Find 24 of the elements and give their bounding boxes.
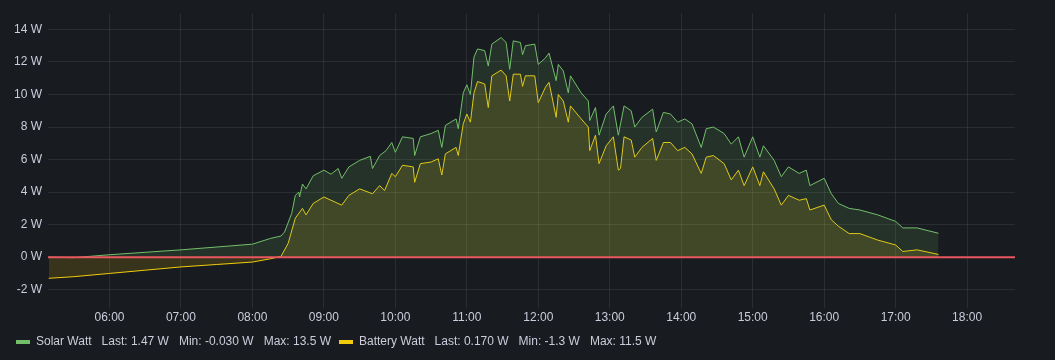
x-tick-label: 09:00 (308, 310, 340, 325)
x-tick-label: 15:00 (737, 310, 769, 325)
y-tick-label: 12 W (13, 54, 43, 69)
x-tick-label: 17:00 (880, 310, 911, 325)
y-tick-label: 8 W (20, 119, 43, 134)
x-tick-label: 18:00 (952, 310, 983, 325)
y-tick-label: 6 W (20, 151, 43, 166)
y-tick-label: 0 W (20, 249, 43, 264)
legend-label: Solar Watt Last: 1.47 W Min: -0.030 W Max: 13.5 W (36, 334, 332, 349)
x-tick-label: 14:00 (666, 310, 697, 325)
y-tick-label: 2 W (20, 216, 43, 231)
y-tick-label: 10 W (13, 86, 43, 101)
legend-label: Battery Watt Last: 0.170 W Min: -1.3 W Max: 11.5 W (358, 334, 658, 349)
x-tick-label: 07:00 (165, 310, 197, 325)
y-tick-label: 4 W (20, 184, 43, 199)
y-tick-label: -2 W (16, 282, 43, 297)
x-tick-label: 10:00 (380, 310, 411, 325)
x-tick-label: 08:00 (237, 310, 268, 325)
x-tick-label: 16:00 (809, 310, 840, 325)
x-tick-label: 11:00 (452, 310, 482, 325)
x-tick-label: 12:00 (523, 310, 554, 325)
x-tick-label: 06:00 (94, 310, 125, 325)
x-tick-label: 13:00 (594, 310, 626, 325)
y-tick-label: 14 W (13, 21, 43, 36)
